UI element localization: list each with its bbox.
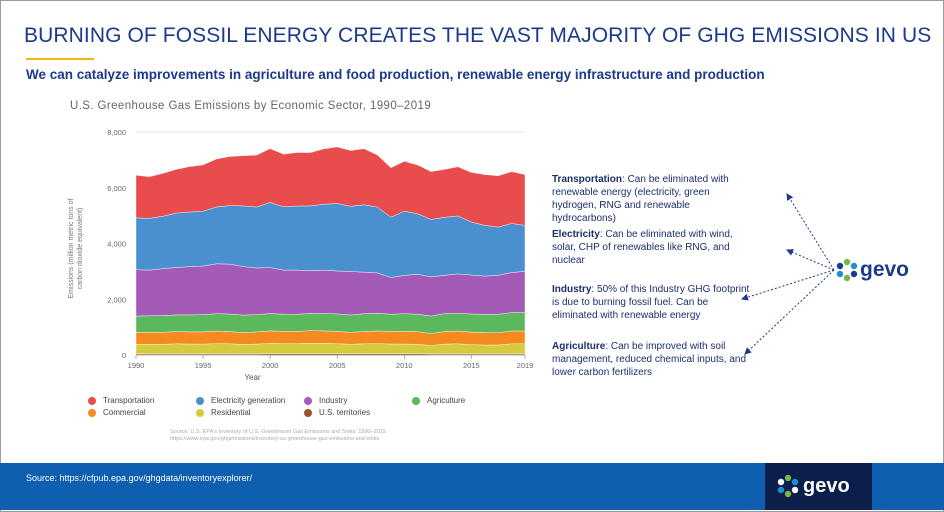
legend-item-transportation: Transportation <box>88 396 154 405</box>
x-tick-label: 2015 <box>463 361 480 370</box>
y-axis-label-line: carbon dioxide equivalent) <box>77 208 84 290</box>
arrow-to-electricity <box>786 249 835 271</box>
x-tick-label: 1990 <box>128 361 145 370</box>
arrow-to-transportation <box>786 193 835 271</box>
legend-item-electricity: Electricity generation <box>196 396 285 405</box>
chart-source-note: Source: U.S. EPA's Inventory of U.S. Gre… <box>170 429 387 443</box>
legend-swatch <box>304 408 312 417</box>
legend-swatch <box>196 396 204 405</box>
footer-bar: Source: https://cfpub.epa.gov/ghgdata/in… <box>0 463 944 510</box>
x-tick-label: 2019 <box>517 361 534 370</box>
slide-subtitle: We can catalyze improvements in agricult… <box>26 67 765 82</box>
legend-item-industry: Industry <box>304 396 347 405</box>
x-tick-label: 2005 <box>329 361 346 370</box>
note-industry: Industry: 50% of this Industry GHG footp… <box>552 283 752 322</box>
note-agriculture: Agriculture: Can be improved with soil m… <box>552 340 752 379</box>
footer-logo: gevo <box>765 463 872 510</box>
legend-label: U.S. territories <box>319 408 371 417</box>
x-tick-label: 2000 <box>262 361 279 370</box>
emissions-chart: 0 2,000 4,000 6,000 8,000 1990 1995 2000 2005 201… <box>68 128 534 382</box>
note-text: : Can be eliminated with wind, solar, CH… <box>552 229 733 266</box>
legend-item-residential: Residential <box>196 408 251 417</box>
legend-item-commercial: Commercial <box>88 408 146 417</box>
note-label: Agriculture <box>552 341 606 352</box>
x-tick-label: 1995 <box>195 361 212 370</box>
y-axis-label: Emissions (million metric tons of carbon … <box>68 198 84 298</box>
note-transportation: Transportation: Can be eliminated with r… <box>552 173 752 225</box>
gevo-footer-icon <box>777 474 799 498</box>
title-underline <box>26 58 94 60</box>
note-electricity: Electricity: Can be eliminated with wind… <box>552 228 752 267</box>
note-label: Transportation <box>552 174 623 185</box>
gevo-footer-text: gevo <box>803 475 850 497</box>
x-axis-label: Year <box>244 373 261 382</box>
area-transportation <box>135 146 526 228</box>
legend-swatch <box>88 408 96 417</box>
legend-swatch <box>412 396 420 405</box>
legend-swatch <box>304 396 312 405</box>
y-tick-label: 2,000 <box>107 295 126 304</box>
legend-label: Transportation <box>103 396 155 405</box>
chart-source-url: https://www.epa.gov/ghgemissions/invento… <box>170 436 380 442</box>
note-text: : 50% of this Industry GHG footprint is … <box>552 284 750 321</box>
legend-item-agriculture: Agriculture <box>412 396 465 405</box>
legend-label: Agriculture <box>427 396 466 405</box>
y-tick-label: 6,000 <box>107 184 126 193</box>
legend-item-territories: U.S. territories <box>304 408 370 417</box>
note-text: : Can be eliminated with renewable energ… <box>552 174 729 224</box>
chart-title: U.S. Greenhouse Gas Emissions by Economi… <box>70 100 432 112</box>
slide-title: BURNING OF FOSSIL ENERGY CREATES THE VAS… <box>24 24 932 47</box>
gevo-logo-text: gevo <box>860 258 910 281</box>
legend-label: Industry <box>319 396 348 405</box>
legend-swatch <box>196 408 204 417</box>
chart-source-line: Source: U.S. EPA's Inventory of U.S. Gre… <box>170 429 388 435</box>
y-axis-label-line: Emissions (million metric tons of <box>68 198 75 298</box>
x-tick-label: 2010 <box>396 361 413 370</box>
note-label: Industry <box>552 284 592 295</box>
note-text: : Can be improved with soil management, … <box>552 341 747 378</box>
y-tick-label: 8,000 <box>107 128 126 137</box>
arrow-to-agriculture <box>744 269 835 355</box>
gevo-logo-icon <box>836 258 858 282</box>
y-tick-label: 4,000 <box>107 240 126 249</box>
legend-swatch <box>88 396 96 405</box>
y-tick-label: 0 <box>122 351 126 360</box>
arrow-to-industry <box>741 269 835 301</box>
footer-source[interactable]: Source: https://cfpub.epa.gov/ghgdata/in… <box>26 473 253 483</box>
legend-label: Residential <box>211 408 251 417</box>
note-label: Electricity <box>552 229 600 240</box>
legend-label: Electricity generation <box>211 396 286 405</box>
legend-label: Commercial <box>103 408 146 417</box>
